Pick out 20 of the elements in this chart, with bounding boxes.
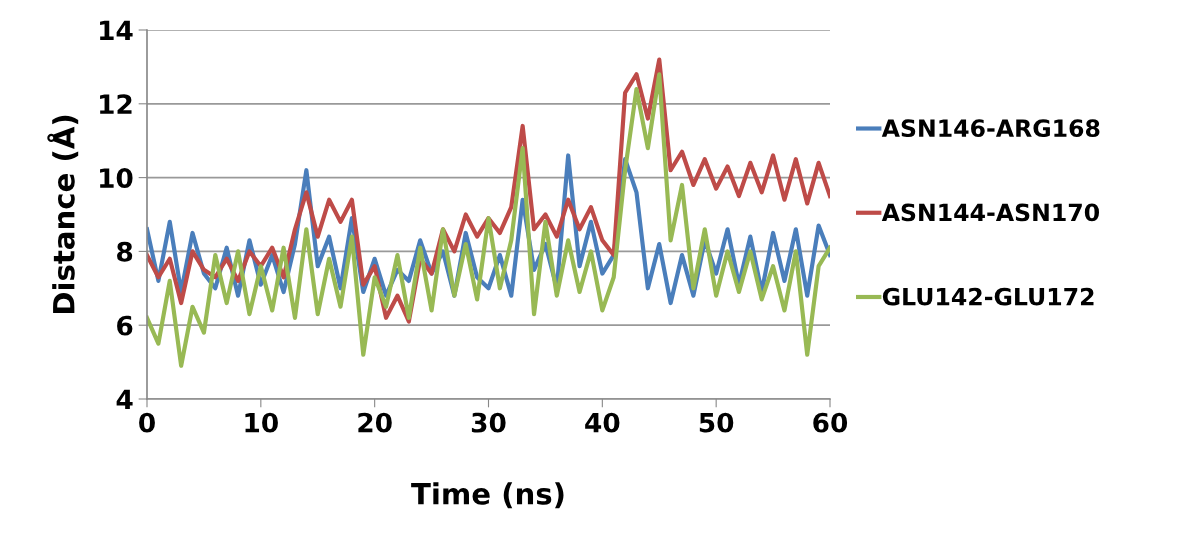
y-tick-label: 12 xyxy=(100,94,132,114)
line-series xyxy=(147,72,830,368)
legend-label: ASN144-ASN170 xyxy=(881,203,1100,222)
y-tick-label: 6 xyxy=(117,315,133,336)
legend-label: GLU142-GLU172 xyxy=(882,287,1094,306)
x-axis-title: Time (ns) xyxy=(411,482,564,509)
y-axis-title: Distance (Å) xyxy=(47,115,79,314)
x-tick-label: 40 xyxy=(585,412,620,433)
y-tick-label: 10 xyxy=(100,168,133,188)
x-tick-label: 20 xyxy=(358,412,392,433)
x-tick-label: 10 xyxy=(245,412,278,433)
y-tick-label: 14 xyxy=(100,20,133,41)
y-tick-label: 8 xyxy=(117,241,133,262)
x-tick-label: 60 xyxy=(813,412,848,433)
x-tick-label: 50 xyxy=(699,412,734,433)
y-tick-label: 4 xyxy=(116,389,133,410)
x-tick-label: 30 xyxy=(471,412,506,433)
x-tick-label: 0 xyxy=(139,412,155,433)
legend-label: ASN146-ARG168 xyxy=(881,119,1100,138)
line-series xyxy=(147,57,830,324)
